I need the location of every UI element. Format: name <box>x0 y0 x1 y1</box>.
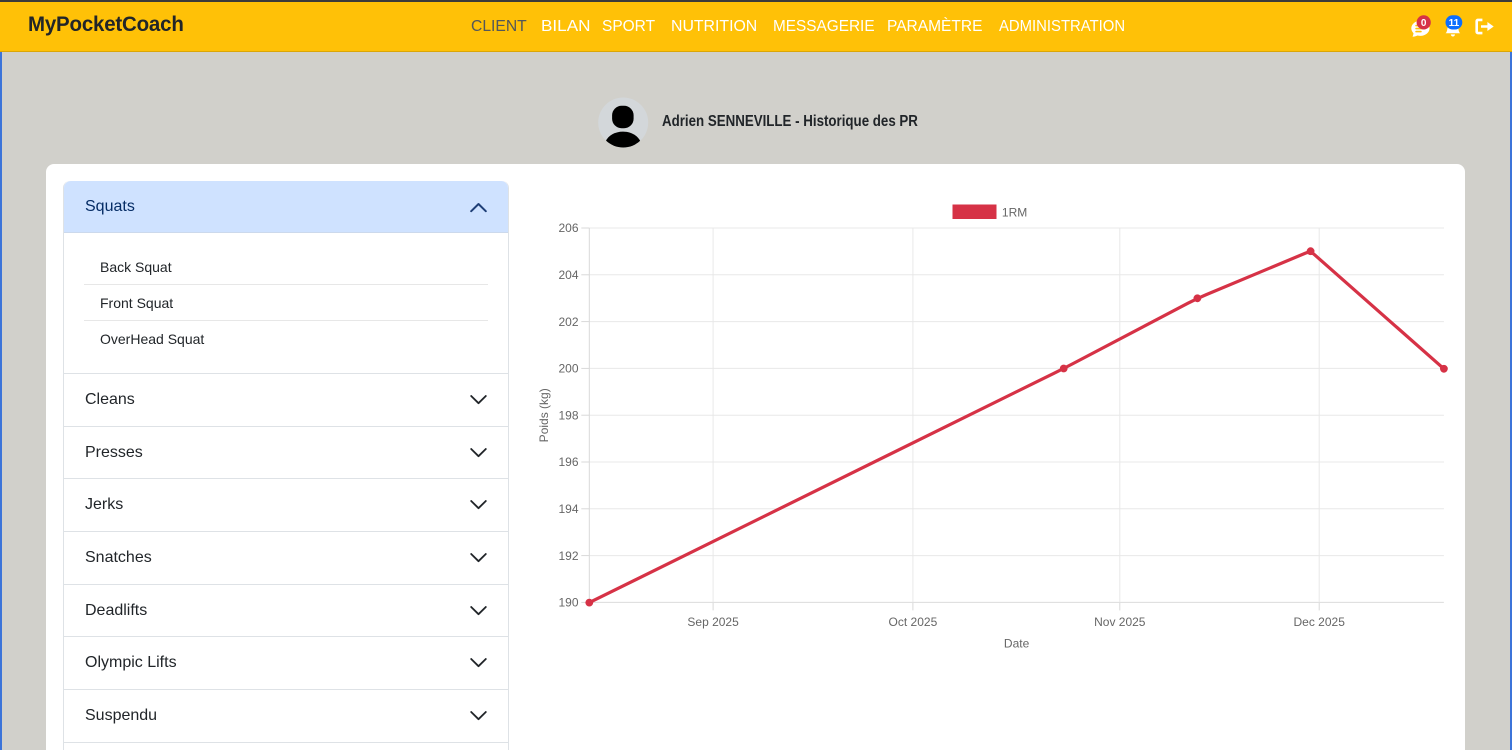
svg-text:Nov 2025: Nov 2025 <box>1094 615 1146 629</box>
svg-text:204: 204 <box>558 268 578 282</box>
svg-text:194: 194 <box>558 502 578 516</box>
svg-text:Poids (kg): Poids (kg) <box>537 388 551 442</box>
svg-text:206: 206 <box>558 221 578 235</box>
svg-text:Date: Date <box>1004 637 1030 651</box>
svg-text:1RM: 1RM <box>1002 206 1027 220</box>
svg-text:202: 202 <box>558 315 578 329</box>
svg-text:Oct 2025: Oct 2025 <box>889 615 938 629</box>
svg-text:Sep 2025: Sep 2025 <box>687 615 739 629</box>
svg-text:Dec 2025: Dec 2025 <box>1294 615 1346 629</box>
svg-text:0: 0 <box>1421 18 1427 29</box>
svg-text:196: 196 <box>558 455 578 469</box>
svg-text:200: 200 <box>558 362 578 376</box>
svg-text:190: 190 <box>558 596 578 610</box>
svg-text:198: 198 <box>558 408 578 422</box>
svg-text:192: 192 <box>558 549 578 563</box>
svg-text:11: 11 <box>1449 18 1460 29</box>
